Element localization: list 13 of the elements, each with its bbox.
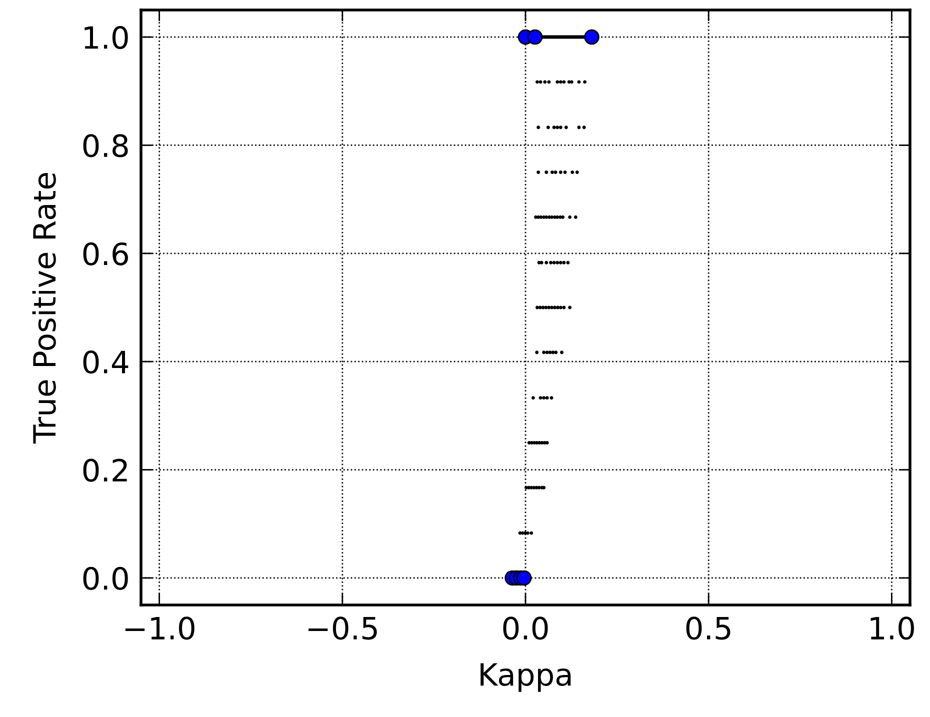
x-tick-label: −0.5 xyxy=(308,616,377,640)
y-tick-label: 0.8 xyxy=(83,134,128,158)
x-axis-title: Kappa xyxy=(480,663,571,692)
y-tick-label: 0.6 xyxy=(83,242,128,266)
y-tick-label: 0.0 xyxy=(83,566,128,590)
y-tick-label: 1.0 xyxy=(84,26,128,50)
x-tick-label: 0.5 xyxy=(686,616,730,640)
x-tick-label: −1.0 xyxy=(125,616,194,640)
y-axis-title: True Positive Rate xyxy=(32,173,56,444)
x-tick-label: 0.0 xyxy=(503,616,548,640)
y-tick-label: 0.2 xyxy=(83,458,127,482)
y-tick-label: 0.4 xyxy=(83,350,128,374)
x-tick-label: 1.0 xyxy=(870,616,914,640)
